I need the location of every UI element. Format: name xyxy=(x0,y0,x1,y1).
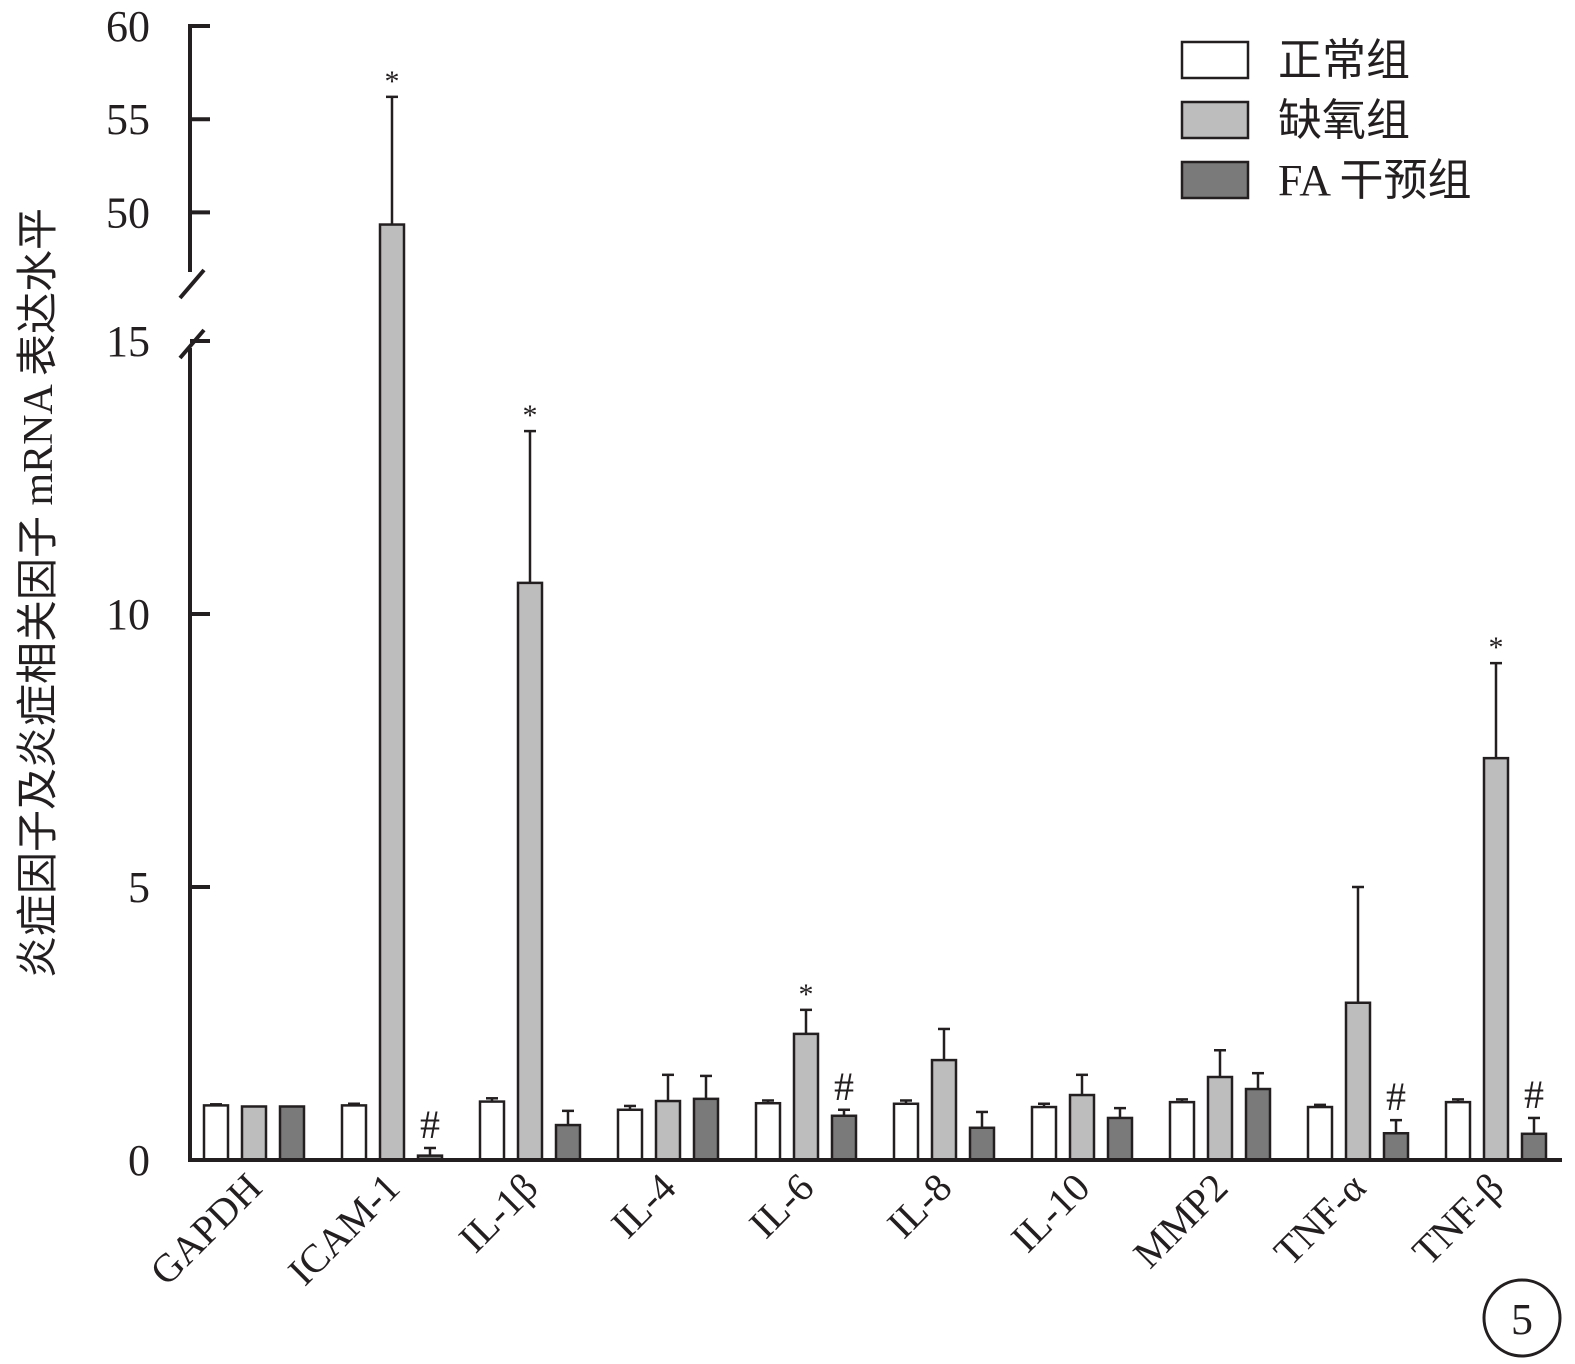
bar xyxy=(1520,1132,1548,1162)
bar xyxy=(654,1099,682,1162)
bar xyxy=(1382,1131,1410,1162)
significance-mark: * xyxy=(1489,631,1504,664)
legend-swatch xyxy=(1180,40,1250,80)
bar xyxy=(830,1114,858,1162)
panel-circle xyxy=(1482,1278,1562,1358)
x-tick-label: IL-10 xyxy=(1002,1165,1098,1261)
bar xyxy=(754,1101,782,1162)
significance-mark: * xyxy=(385,65,400,98)
x-tick-label: IL-8 xyxy=(878,1165,960,1247)
legend-label: FA 干预组 xyxy=(1278,156,1472,205)
significance-mark: # xyxy=(1524,1072,1544,1117)
bar xyxy=(1168,1100,1196,1162)
x-tick-label: MMP2 xyxy=(1124,1165,1236,1277)
legend-label: 正常组 xyxy=(1278,36,1410,85)
axis-break xyxy=(178,268,206,300)
y-axis-label: 炎症因子及炎症相关因子 mRNA 表达水平 xyxy=(16,208,62,978)
y-tick-label: 60 xyxy=(106,2,150,51)
significance-mark: # xyxy=(834,1064,854,1109)
significance-mark: # xyxy=(420,1102,440,1147)
bar xyxy=(1244,1087,1272,1162)
bar xyxy=(1444,1100,1472,1162)
axis-break xyxy=(178,328,206,360)
bar xyxy=(240,1105,268,1162)
x-tick-label: GAPDH xyxy=(141,1165,270,1294)
x-tick-label: IL-4 xyxy=(602,1165,684,1247)
bar xyxy=(516,581,544,1162)
x-tick-label: IL-1β xyxy=(450,1165,546,1261)
y-tick-label: 55 xyxy=(106,95,150,144)
bar xyxy=(1030,1105,1058,1162)
bar xyxy=(1106,1116,1134,1162)
bar xyxy=(930,1058,958,1162)
bar xyxy=(340,1104,368,1162)
significance-mark: # xyxy=(1386,1074,1406,1119)
bar xyxy=(1344,1001,1372,1162)
significance-mark: * xyxy=(523,399,538,432)
y-tick-label: 50 xyxy=(106,188,150,237)
bar xyxy=(892,1102,920,1162)
bar xyxy=(278,1105,306,1162)
legend-swatch xyxy=(1180,100,1250,140)
y-tick-label: 10 xyxy=(106,590,150,639)
x-tick-label: TNF-α xyxy=(1265,1165,1375,1275)
bar xyxy=(554,1123,582,1162)
y-tick-label: 0 xyxy=(128,1136,150,1185)
bar xyxy=(378,223,406,1162)
legend-swatch xyxy=(1180,160,1250,200)
bar xyxy=(1306,1105,1334,1162)
bar xyxy=(692,1097,720,1162)
bar xyxy=(1068,1093,1096,1162)
legend-label: 缺氧组 xyxy=(1278,96,1410,145)
bar xyxy=(1206,1075,1234,1162)
y-tick-label: 5 xyxy=(128,863,150,912)
significance-mark: * xyxy=(799,978,814,1011)
bar xyxy=(478,1100,506,1162)
bar xyxy=(202,1104,230,1162)
bar xyxy=(792,1032,820,1162)
x-tick-label: IL-6 xyxy=(740,1165,822,1247)
bar xyxy=(1482,756,1510,1162)
y-tick-label: 15 xyxy=(106,317,150,366)
x-tick-label: ICAM-1 xyxy=(279,1165,408,1294)
x-tick-label: TNF-β xyxy=(1403,1165,1512,1274)
bar xyxy=(616,1108,644,1162)
bar xyxy=(968,1126,996,1162)
panel-label: 5 xyxy=(1511,1295,1533,1344)
